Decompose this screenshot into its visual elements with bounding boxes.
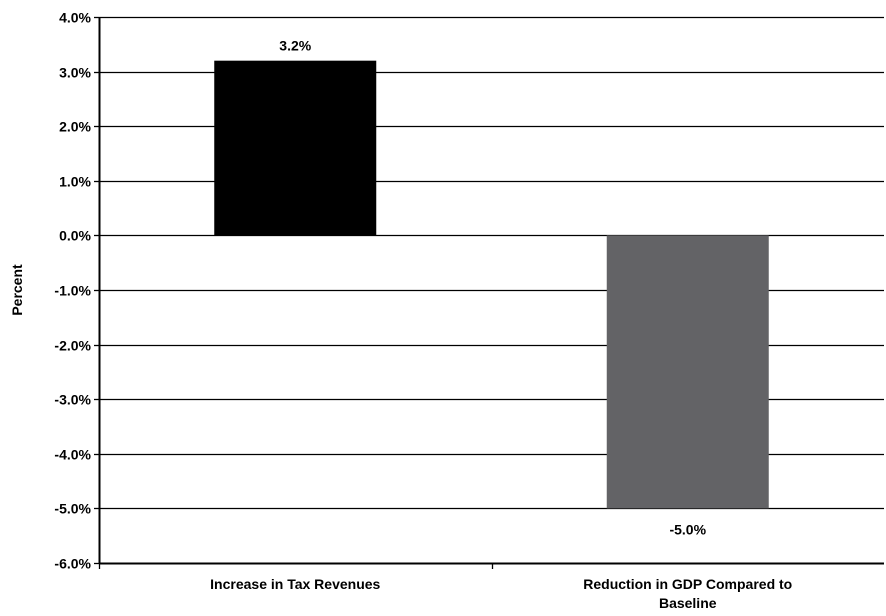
y-tick-label: 1.0% [59, 174, 91, 190]
y-tick-label: -1.0% [54, 283, 91, 299]
x-tick-label: Baseline [659, 595, 717, 611]
data-label: -5.0% [669, 521, 706, 537]
y-tick-label: -4.0% [54, 447, 91, 463]
y-tick-label: 3.0% [59, 65, 91, 81]
y-tick-label: 2.0% [59, 119, 91, 135]
y-tick-label: -5.0% [54, 501, 91, 517]
axes [94, 16, 884, 569]
y-tick-label: -2.0% [54, 338, 91, 354]
y-axis-title: Percent [9, 264, 25, 316]
bar [606, 235, 769, 509]
data-label: 3.2% [279, 38, 311, 54]
y-tick-label: 4.0% [59, 10, 91, 26]
y-tick-label: 0.0% [59, 228, 91, 244]
bars [214, 60, 769, 509]
y-tick-label: -3.0% [54, 392, 91, 408]
x-tick-label: Reduction in GDP Compared to [583, 576, 792, 592]
bar [214, 60, 377, 236]
labels: 4.0% 3.0% 2.0% 1.0% 0.0% -1.0% -2.0% -3.0% -4.0%… [54, 10, 792, 612]
x-tick-label: Increase in Tax Revenues [210, 576, 380, 592]
y-tick-label: -6.0% [54, 556, 91, 572]
